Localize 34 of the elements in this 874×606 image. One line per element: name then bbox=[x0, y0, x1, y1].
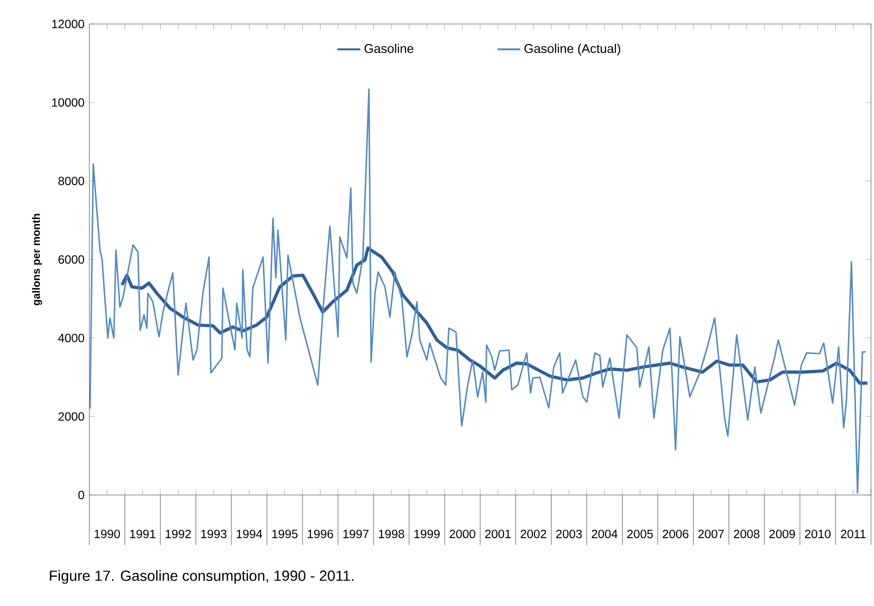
x-tick-label: 2007 bbox=[698, 530, 724, 538]
x-tick-label: 2000 bbox=[450, 530, 476, 538]
x-tick-label: 1995 bbox=[272, 530, 298, 538]
y-tick-label: 0 bbox=[78, 490, 84, 500]
y-axis-title: gallons per month bbox=[32, 214, 42, 306]
x-tick-label: 2002 bbox=[520, 530, 546, 538]
x-tick-label: 1993 bbox=[201, 530, 226, 538]
x-tick-label: 2003 bbox=[556, 530, 582, 538]
y-tick-label: 10000 bbox=[52, 98, 84, 107]
y-tick-label: 4000 bbox=[58, 334, 84, 342]
x-tick-label: 1991 bbox=[130, 530, 156, 538]
line-series bbox=[89, 88, 866, 494]
legend-label: Gasoline (Actual) bbox=[524, 44, 620, 56]
x-tick-label: 1990 bbox=[94, 530, 120, 538]
y-tick-label: 2000 bbox=[58, 412, 84, 421]
y-tick-label: 12000 bbox=[52, 20, 84, 28]
y-tick-label: 6000 bbox=[58, 255, 84, 264]
x-tick-label: 2009 bbox=[769, 530, 795, 538]
x-tick-label: 1998 bbox=[378, 530, 404, 538]
x-tick-label: 2008 bbox=[734, 530, 760, 538]
x-tick-label: 2005 bbox=[627, 530, 653, 538]
x-tick-label: 2006 bbox=[662, 530, 688, 538]
x-tick-label: 2004 bbox=[592, 530, 618, 538]
y-tick-label: 8000 bbox=[58, 176, 84, 186]
x-tick-label: 1999 bbox=[414, 530, 440, 538]
x-tick-label: 1992 bbox=[166, 530, 191, 538]
x-tick-label: 2001 bbox=[485, 530, 511, 538]
x-tick-label: 2011 bbox=[840, 530, 866, 538]
legend-label: Gasoline bbox=[364, 44, 414, 54]
x-tick-label: 1997 bbox=[343, 530, 369, 538]
x-tick-label: 2010 bbox=[804, 530, 831, 538]
x-tick-label: 1996 bbox=[308, 530, 334, 538]
x-tick-label: 1994 bbox=[236, 530, 262, 538]
caption: Figure 17. Gasoline consumption, 1990 - 2011. bbox=[50, 570, 354, 584]
